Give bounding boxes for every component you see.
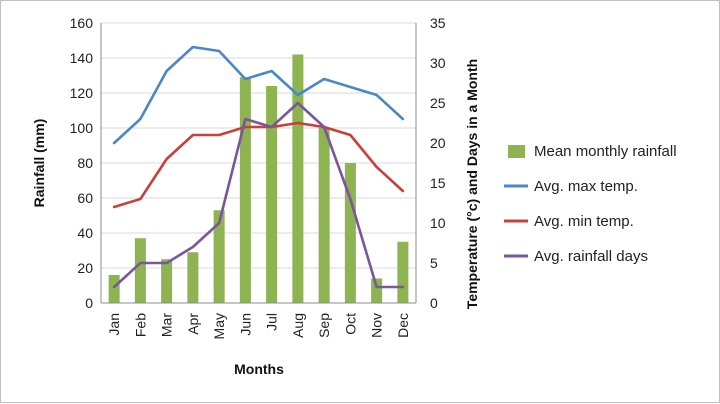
legend-mean-monthly-rainfall-label: Mean monthly rainfall — [534, 143, 677, 160]
rainfall-bar — [134, 238, 146, 303]
rainfall-bar — [292, 54, 304, 303]
y-tick-label: 120 — [70, 85, 94, 101]
y-tick-label: 80 — [77, 155, 93, 171]
temperature-lines — [112, 45, 405, 289]
series-line-avg-max-temp — [112, 45, 405, 145]
series-line-avg-rainfall-days — [112, 101, 405, 289]
rainfall-bar — [318, 128, 330, 303]
rainfall-bar — [108, 275, 120, 303]
rainfall-bar — [187, 252, 199, 303]
y2-tick-label: 10 — [430, 215, 446, 231]
rainfall-bar — [239, 77, 251, 303]
legend-mean-monthly-rainfall-swatch — [508, 145, 525, 158]
x-tick-label: May — [211, 313, 227, 339]
y2-tick-label: 30 — [430, 55, 446, 71]
y2-tick-label: 35 — [430, 15, 446, 31]
y-tick-label: 60 — [77, 190, 93, 206]
rainfall-bars — [108, 54, 409, 303]
rainfall-bar — [266, 86, 278, 303]
rainfall-bar — [397, 241, 409, 303]
y2-tick-label: 20 — [430, 135, 446, 151]
x-tick-label: Aug — [290, 313, 306, 338]
x-tick-label: Dec — [395, 313, 411, 338]
y2-tick-label: 0 — [430, 295, 438, 311]
y-tick-label: 40 — [77, 225, 93, 241]
axes — [100, 23, 417, 304]
rainfall-bar — [344, 163, 356, 303]
series-line-avg-min-temp — [112, 121, 405, 209]
x-tick-label: Jan — [106, 313, 122, 336]
x-tick-label: Nov — [369, 313, 385, 338]
x-tick-label: Sep — [316, 313, 332, 338]
y-tick-label: 140 — [70, 50, 94, 66]
x-tick-label: Jun — [237, 313, 253, 336]
rainfall-bar — [161, 259, 173, 303]
legend: Mean monthly rainfall Avg. max temp. Avg. … — [504, 143, 677, 265]
legend-avg-max-temp-label: Avg. max temp. — [534, 178, 638, 195]
legend-avg-min-temp-label: Avg. min temp. — [534, 213, 634, 230]
x-tick-label: Jul — [264, 313, 280, 331]
x-tick-label: Oct — [342, 313, 358, 335]
rainfall-bar — [371, 278, 383, 303]
y-axis-title: Rainfall (mm) — [31, 119, 47, 208]
y-tick-label: 100 — [70, 120, 94, 136]
rainfall-bar — [213, 210, 225, 303]
x-axis-title: Months — [234, 361, 284, 377]
y-tick-label: 20 — [77, 260, 93, 276]
y-tick-label: 160 — [70, 15, 94, 31]
x-tick-label: Feb — [132, 313, 148, 337]
y2-tick-label: 15 — [430, 175, 446, 191]
tick-labels: 0 20 40 60 80 100 120 140 160 0 5 10 15 20 25 30 35 Jan Fe… — [70, 15, 446, 339]
x-tick-label: Mar — [159, 313, 175, 337]
y-tick-label: 0 — [85, 295, 93, 311]
legend-avg-rainfall-days-label: Avg. rainfall days — [534, 248, 648, 265]
y2-tick-label: 5 — [430, 255, 438, 271]
y2-axis-title: Temperature (°c) and Days in a Month — [464, 59, 480, 309]
x-tick-label: Apr — [185, 313, 201, 335]
y2-tick-label: 25 — [430, 95, 446, 111]
